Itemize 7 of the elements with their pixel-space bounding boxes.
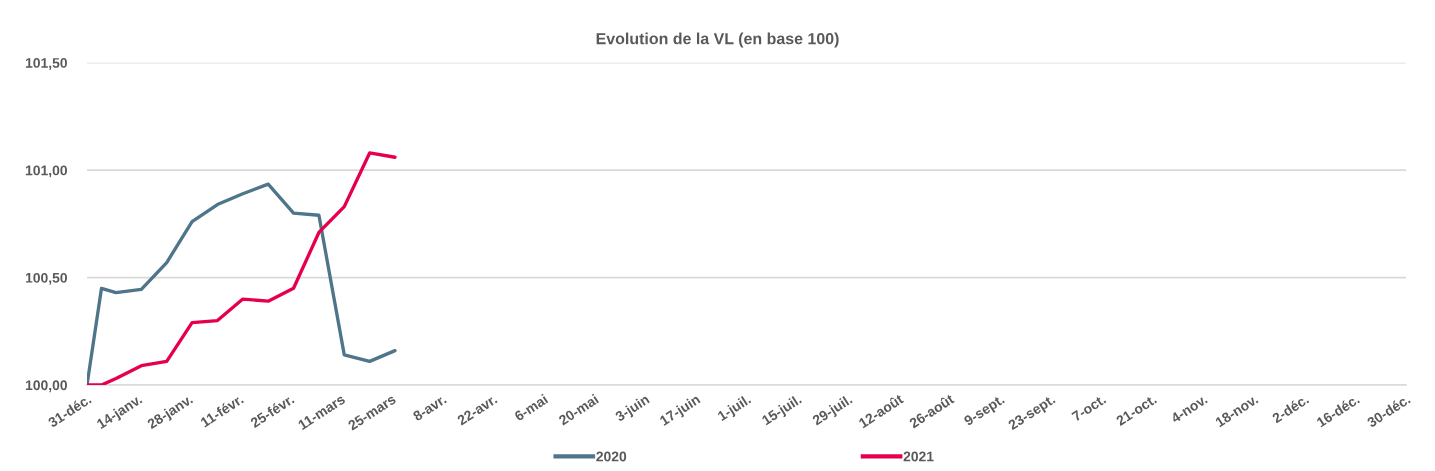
y-tick-label: 100,00 bbox=[25, 380, 67, 393]
legend-label: 2021 bbox=[903, 451, 934, 462]
y-tick-label: 100,50 bbox=[25, 272, 67, 285]
legend-label: 2020 bbox=[596, 451, 627, 462]
chart-title: Evolution de la VL (en base 100) bbox=[596, 32, 839, 48]
y-tick-label: 101,00 bbox=[25, 165, 67, 178]
y-tick-label: 101,50 bbox=[25, 58, 67, 70]
